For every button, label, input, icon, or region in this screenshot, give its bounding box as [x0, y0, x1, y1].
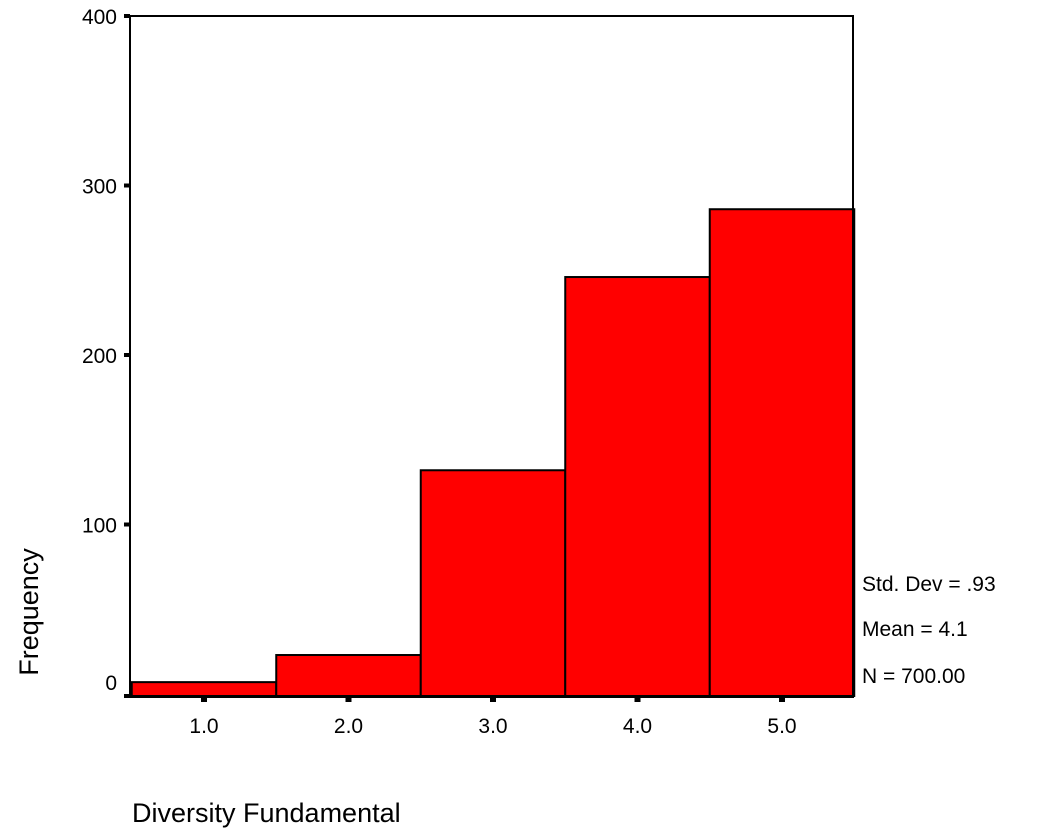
x-tick-label: 2.0	[334, 715, 363, 738]
histogram-bar	[275, 654, 422, 698]
y-axis-title: Frequency	[14, 548, 44, 676]
x-tick-label: 5.0	[767, 715, 796, 738]
histogram-bar	[708, 208, 856, 697]
stat-std-dev: Std. Dev = .93	[862, 573, 996, 596]
y-tick-label: 200	[82, 345, 117, 368]
y-tick-label: 0	[105, 672, 117, 695]
histogram-bar	[564, 276, 711, 697]
y-tick-label: 300	[82, 176, 117, 199]
y-axis-ticks: 0 100 200 300 400	[82, 6, 130, 698]
x-axis-ticks: 1.0 2.0 3.0 4.0 5.0	[189, 698, 797, 738]
x-tick-label: 1.0	[189, 715, 218, 738]
histogram-bar	[130, 681, 278, 698]
stat-mean: Mean = 4.1	[862, 618, 968, 641]
histogram-bar	[419, 469, 567, 698]
x-tick-label: 3.0	[478, 715, 507, 738]
y-tick-label: 400	[82, 6, 117, 29]
stat-n: N = 700.00	[862, 665, 965, 688]
x-tick-label: 4.0	[623, 715, 652, 738]
bars-group	[130, 208, 856, 698]
y-tick-label: 100	[82, 515, 117, 538]
x-axis-title: Diversity Fundamental	[132, 798, 401, 828]
